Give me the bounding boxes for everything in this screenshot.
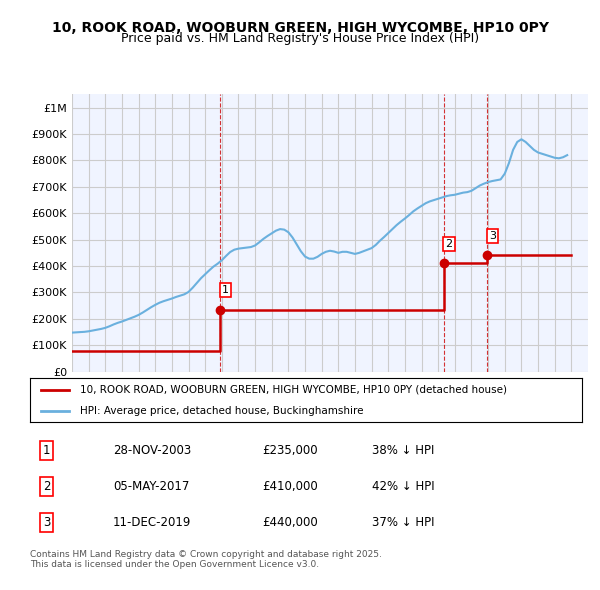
Text: £235,000: £235,000 xyxy=(262,444,317,457)
Text: 3: 3 xyxy=(489,231,496,241)
Text: 2: 2 xyxy=(445,239,452,249)
Text: £440,000: £440,000 xyxy=(262,516,317,529)
Text: Contains HM Land Registry data © Crown copyright and database right 2025.
This d: Contains HM Land Registry data © Crown c… xyxy=(30,550,382,569)
Text: 1: 1 xyxy=(222,285,229,295)
Text: 11-DEC-2019: 11-DEC-2019 xyxy=(113,516,191,529)
Text: 3: 3 xyxy=(43,516,50,529)
Text: 05-MAY-2017: 05-MAY-2017 xyxy=(113,480,189,493)
Text: £410,000: £410,000 xyxy=(262,480,317,493)
Text: 2: 2 xyxy=(43,480,50,493)
Text: 10, ROOK ROAD, WOOBURN GREEN, HIGH WYCOMBE, HP10 0PY (detached house): 10, ROOK ROAD, WOOBURN GREEN, HIGH WYCOM… xyxy=(80,385,506,395)
Text: 10, ROOK ROAD, WOOBURN GREEN, HIGH WYCOMBE, HP10 0PY: 10, ROOK ROAD, WOOBURN GREEN, HIGH WYCOM… xyxy=(52,21,548,35)
Text: Price paid vs. HM Land Registry's House Price Index (HPI): Price paid vs. HM Land Registry's House … xyxy=(121,32,479,45)
Text: 1: 1 xyxy=(43,444,50,457)
Text: 28-NOV-2003: 28-NOV-2003 xyxy=(113,444,191,457)
Text: HPI: Average price, detached house, Buckinghamshire: HPI: Average price, detached house, Buck… xyxy=(80,406,363,416)
Text: 42% ↓ HPI: 42% ↓ HPI xyxy=(372,480,435,493)
Text: 38% ↓ HPI: 38% ↓ HPI xyxy=(372,444,434,457)
Text: 37% ↓ HPI: 37% ↓ HPI xyxy=(372,516,435,529)
